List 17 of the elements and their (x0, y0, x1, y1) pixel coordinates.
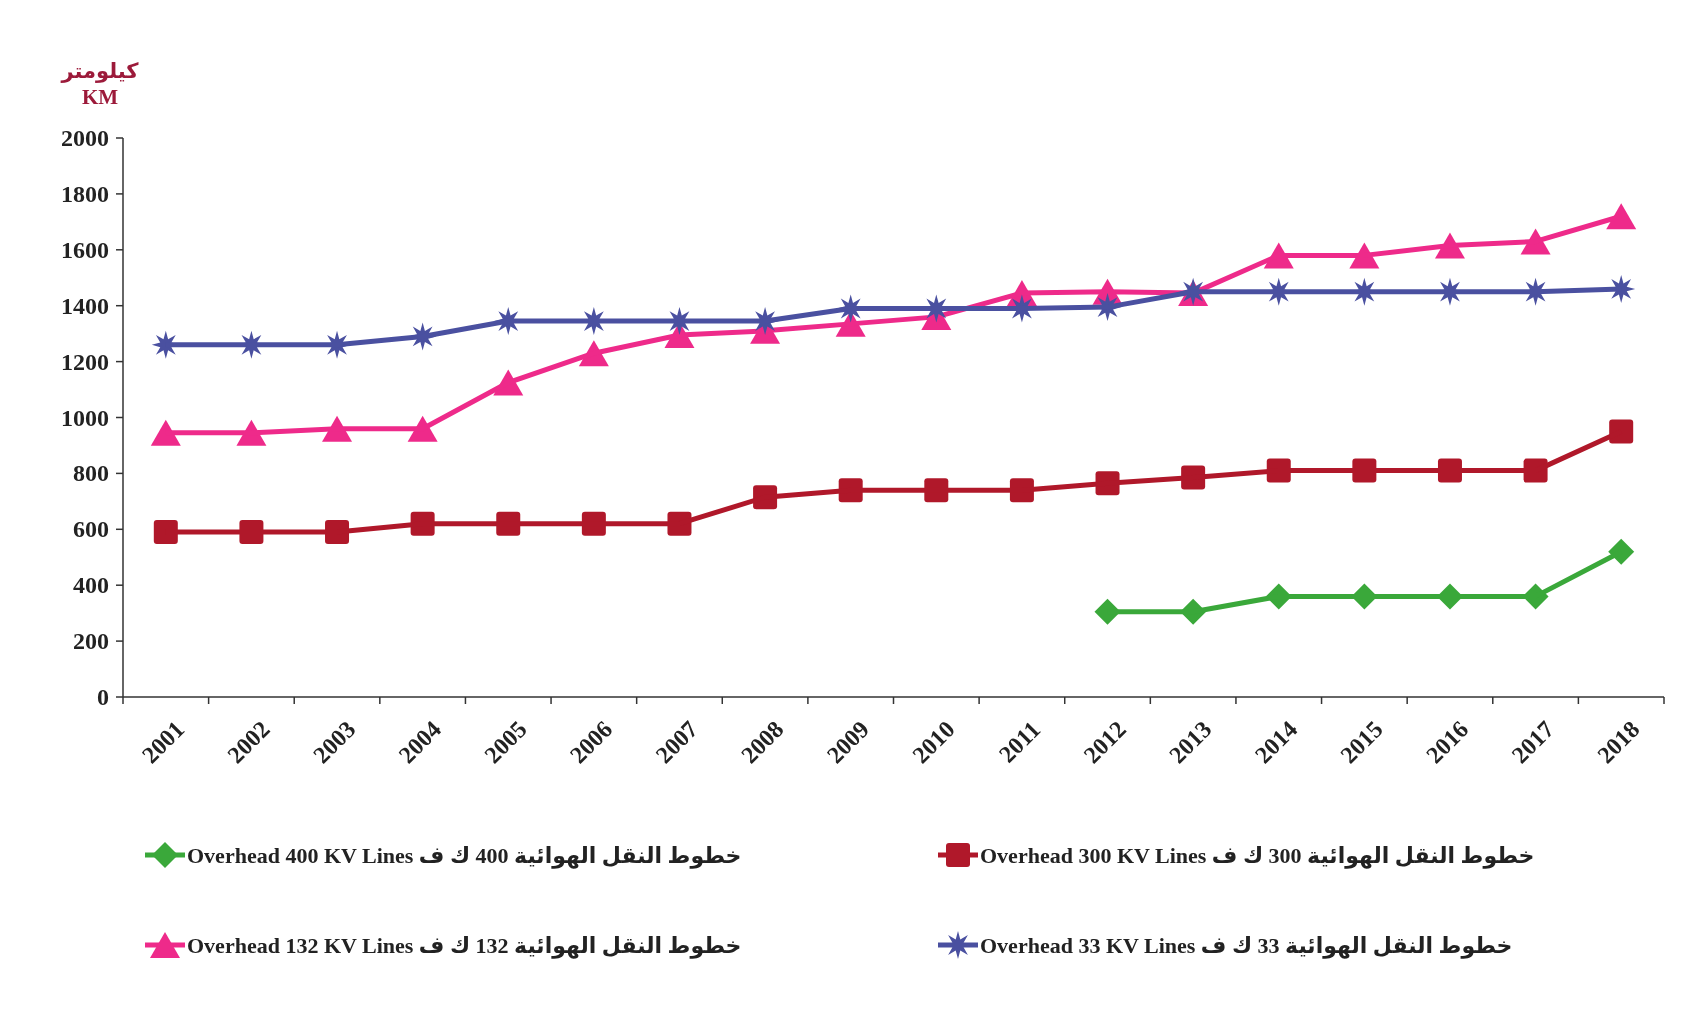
y-tick-label: 800 (73, 460, 109, 487)
legend-label: Overhead 300 KV Lines خطوط النقل الهوائية 300 ك ف (980, 843, 1535, 869)
y-tick-label: 400 (73, 572, 109, 599)
point (150, 419, 181, 446)
y-tick-label: 200 (73, 628, 109, 655)
y-tick-label: 1000 (61, 404, 109, 431)
y-tick-label: 0 (97, 684, 109, 710)
y-tick-label: 1800 (61, 180, 109, 207)
legend-label: Overhead 33 KV Lines خطوط النقل الهوائية 33 ك ف (980, 933, 1513, 959)
y-tick-label: 600 (73, 516, 109, 543)
legend-label: Overhead 400 KV Lines خطوط النقل الهوائية 400 ك ف (187, 843, 742, 869)
y-tick-label: 1400 (61, 292, 109, 319)
y-tick-label: 2000 (61, 125, 109, 151)
x-tick-label: 2011 (993, 716, 1046, 768)
y-tick-label: 1600 (61, 236, 109, 263)
y-tick-label: 1200 (61, 348, 109, 375)
legend-label: Overhead 132 KV Lines خطوط النقل الهوائية 132 ك ف (187, 933, 742, 959)
